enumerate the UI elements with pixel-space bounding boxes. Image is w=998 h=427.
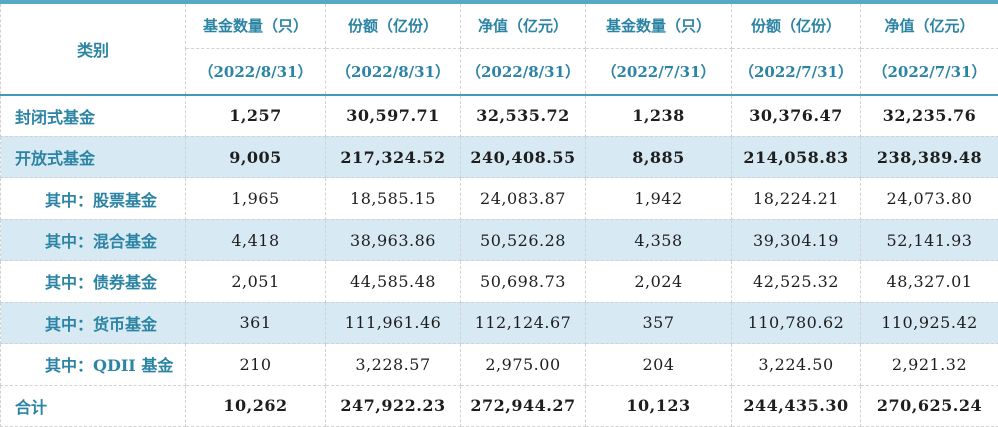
column-header-category: 类别: [0, 1, 186, 96]
header-title-row: 类别 基金数量（只） 份额（亿份） 净值（亿元） 基金数量（只） 份额（亿份） …: [0, 1, 998, 96]
category-cell: 其中：债券基金: [0, 260, 186, 303]
value-cell: 44,585.48: [325, 260, 461, 303]
column-date-nav-jul: （2022/7/31）: [860, 47, 998, 96]
value-cell: 238,389.48: [860, 135, 998, 179]
column-header-nav-jul: 净值（亿元）: [860, 1, 998, 49]
value-cell: 217,324.52: [325, 135, 461, 179]
column-header-fund-count-aug: 基金数量（只）: [185, 1, 326, 49]
value-cell: 272,944.27: [460, 384, 586, 427]
value-cell: 2,024: [585, 260, 732, 303]
value-cell: 1,257: [185, 94, 326, 137]
value-cell: 4,358: [585, 218, 732, 262]
table-row-total: 合计 10,262 247,922.23 272,944.27 10,123 2…: [0, 384, 998, 427]
value-cell: 18,585.15: [325, 177, 461, 220]
value-cell: 204: [585, 343, 732, 386]
table-row-bond-funds: 其中：债券基金 2,051 44,585.48 50,698.73 2,024 …: [0, 260, 998, 303]
value-cell: 9,005: [185, 135, 326, 179]
value-cell: 214,058.83: [731, 135, 861, 179]
value-cell: 111,961.46: [325, 301, 461, 345]
column-header-nav-aug: 净值（亿元）: [460, 1, 586, 49]
value-cell: 244,435.30: [731, 384, 861, 427]
column-date-fund-count-jul: （2022/7/31）: [585, 47, 732, 96]
value-cell: 8,885: [585, 135, 732, 179]
column-header-shares-jul: 份额（亿份）: [731, 1, 861, 49]
value-cell: 110,780.62: [731, 301, 861, 345]
category-cell: 其中：股票基金: [0, 177, 186, 220]
value-cell: 48,327.01: [860, 260, 998, 303]
value-cell: 2,921.32: [860, 343, 998, 386]
value-cell: 50,698.73: [460, 260, 586, 303]
value-cell: 39,304.19: [731, 218, 861, 262]
value-cell: 50,526.28: [460, 218, 586, 262]
value-cell: 3,228.57: [325, 343, 461, 386]
category-cell: 封闭式基金: [0, 94, 186, 137]
value-cell: 30,376.47: [731, 94, 861, 137]
table-row-open-end-funds: 开放式基金 9,005 217,324.52 240,408.55 8,885 …: [0, 135, 998, 179]
value-cell: 361: [185, 301, 326, 345]
table-row-money-market-funds: 其中：货币基金 361 111,961.46 112,124.67 357 11…: [0, 301, 998, 345]
value-cell: 2,051: [185, 260, 326, 303]
value-cell: 357: [585, 301, 732, 345]
category-cell: 其中：QDII 基金: [0, 343, 186, 386]
table-row-equity-funds: 其中：股票基金 1,965 18,585.15 24,083.87 1,942 …: [0, 177, 998, 220]
column-header-shares-aug: 份额（亿份）: [325, 1, 461, 49]
value-cell: 210: [185, 343, 326, 386]
value-cell: 270,625.24: [860, 384, 998, 427]
category-cell: 开放式基金: [0, 135, 186, 179]
value-cell: 247,922.23: [325, 384, 461, 427]
column-date-fund-count-aug: （2022/8/31）: [185, 47, 326, 96]
value-cell: 4,418: [185, 218, 326, 262]
value-cell: 10,262: [185, 384, 326, 427]
table-body: 封闭式基金 1,257 30,597.71 32,535.72 1,238 30…: [0, 94, 998, 427]
value-cell: 42,525.32: [731, 260, 861, 303]
value-cell: 24,083.87: [460, 177, 586, 220]
table-header: 类别 基金数量（只） 份额（亿份） 净值（亿元） 基金数量（只） 份额（亿份） …: [0, 1, 998, 96]
value-cell: 110,925.42: [860, 301, 998, 345]
column-date-shares-jul: （2022/7/31）: [731, 47, 861, 96]
value-cell: 240,408.55: [460, 135, 586, 179]
header-date-row: （2022/8/31） （2022/8/31） （2022/8/31） （202…: [1, 47, 998, 96]
table-row-closed-end-funds: 封闭式基金 1,257 30,597.71 32,535.72 1,238 30…: [0, 94, 998, 137]
value-cell: 24,073.80: [860, 177, 998, 220]
value-cell: 32,535.72: [460, 94, 586, 137]
category-cell: 合计: [0, 384, 186, 427]
value-cell: 10,123: [585, 384, 732, 427]
value-cell: 32,235.76: [860, 94, 998, 137]
value-cell: 18,224.21: [731, 177, 861, 220]
column-header-fund-count-jul: 基金数量（只）: [585, 1, 732, 49]
value-cell: 1,942: [585, 177, 732, 220]
value-cell: 38,963.86: [325, 218, 461, 262]
category-cell: 其中：混合基金: [0, 218, 186, 262]
value-cell: 1,965: [185, 177, 326, 220]
value-cell: 1,238: [585, 94, 732, 137]
value-cell: 2,975.00: [460, 343, 586, 386]
value-cell: 52,141.93: [860, 218, 998, 262]
table-row-qdii-funds: 其中：QDII 基金 210 3,228.57 2,975.00 204 3,2…: [0, 343, 998, 386]
value-cell: 3,224.50: [731, 343, 861, 386]
column-date-nav-aug: （2022/8/31）: [460, 47, 586, 96]
value-cell: 30,597.71: [325, 94, 461, 137]
category-cell: 其中：货币基金: [0, 301, 186, 345]
value-cell: 112,124.67: [460, 301, 586, 345]
column-date-shares-aug: （2022/8/31）: [325, 47, 461, 96]
table-row-hybrid-funds: 其中：混合基金 4,418 38,963.86 50,526.28 4,358 …: [0, 218, 998, 262]
